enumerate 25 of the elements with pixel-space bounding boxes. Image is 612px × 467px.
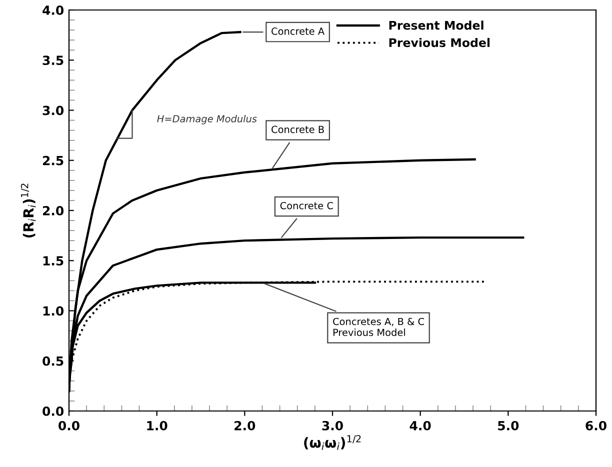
y-tick-label: 0.0 bbox=[42, 406, 64, 416]
y-tick-label: 3.5 bbox=[42, 56, 64, 66]
y-tick-label: 1.5 bbox=[43, 256, 64, 266]
annotation: Concrete C bbox=[280, 202, 333, 210]
legend-label: Previous Model bbox=[389, 38, 490, 48]
y-axis-title: (R$_{i}$R$_{i}$)$^{1/2}$ bbox=[20, 184, 36, 238]
y-tick-label: 1.0 bbox=[43, 306, 64, 316]
legend-label: Present Model bbox=[389, 20, 484, 30]
annotation: H=Damage Modulus bbox=[157, 114, 257, 124]
y-tick-label: 0.5 bbox=[42, 356, 64, 366]
x-tick-label: 1.0 bbox=[147, 420, 168, 430]
annotation: Concretes A, B & C Previous Model bbox=[333, 318, 424, 336]
x-tick-label: 6.0 bbox=[586, 420, 606, 430]
annotation: Concrete A bbox=[272, 28, 324, 35]
x-tick-label: 4.0 bbox=[410, 420, 431, 430]
y-tick-label: 4.0 bbox=[42, 5, 64, 15]
x-tick-label: 5.0 bbox=[498, 420, 519, 430]
annotation: Concrete B bbox=[272, 126, 324, 134]
y-tick-label: 3.0 bbox=[42, 106, 64, 116]
y-tick-label: 2.0 bbox=[42, 206, 64, 216]
y-tick-label: 2.5 bbox=[42, 156, 64, 166]
x-tick-label: 2.0 bbox=[234, 420, 256, 430]
x-tick-label: 0.0 bbox=[58, 420, 80, 430]
x-axis-title: (ω$_{i}$ω$_{i}$)$^{1/2}$ bbox=[304, 435, 361, 450]
x-tick-label: 3.0 bbox=[322, 420, 343, 430]
